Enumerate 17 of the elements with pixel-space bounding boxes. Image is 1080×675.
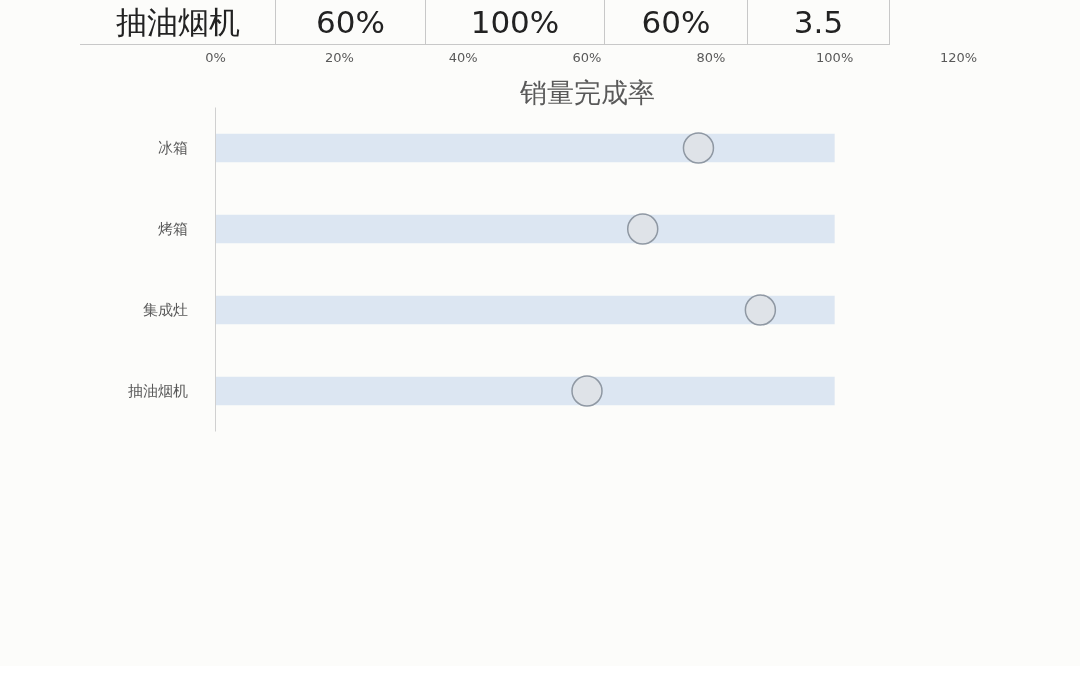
y-tick-label: 抽油烟机 <box>127 382 188 400</box>
x-tick-label: 0% <box>205 49 226 65</box>
x-tick-label: 60% <box>572 49 602 65</box>
text: 3.5 <box>748 0 890 44</box>
point <box>571 375 603 407</box>
x-tick-label: 40% <box>448 49 478 65</box>
point <box>682 132 715 164</box>
point <box>744 294 777 326</box>
y-tick-label: 集成灶 <box>142 301 188 319</box>
x-tick-label: 20% <box>324 49 354 65</box>
chart-title: 销量完成率 <box>518 76 655 108</box>
y-tick-label: 冰箱 <box>157 139 188 157</box>
x-tick-label: 80% <box>696 49 726 65</box>
point <box>626 213 659 245</box>
y-tick-label: 烤箱 <box>157 220 188 238</box>
x-tick-label: 120% <box>939 49 978 65</box>
x-tick-label: 100% <box>816 49 854 65</box>
